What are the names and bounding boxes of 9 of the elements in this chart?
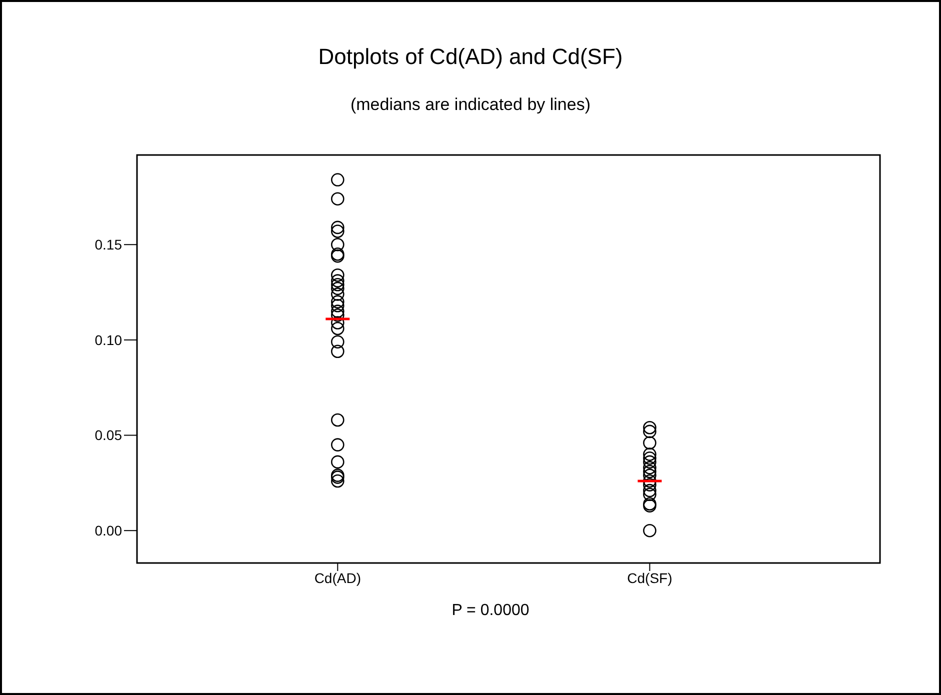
y-tick-label: 0.05 <box>94 427 122 444</box>
y-tick-label: 0.10 <box>94 332 122 348</box>
text: P = 0.0000 <box>450 602 530 620</box>
y-tick-label: 0.15 <box>94 236 122 253</box>
x-tick-label: Cd(AD) <box>314 570 361 586</box>
chart-subtitle: (medians are indicated by lines) <box>349 95 592 115</box>
chart-title: Dotplots of Cd(AD) and Cd(SF) <box>317 44 624 70</box>
y-tick-label: 0.00 <box>94 522 122 539</box>
x-tick-label: Cd(SF) <box>627 570 672 586</box>
